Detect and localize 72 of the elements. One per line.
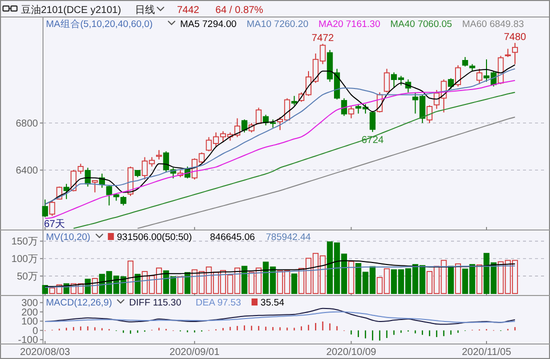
y-tick-label: 100 [21, 316, 38, 328]
candlestick [256, 107, 262, 125]
bar [241, 266, 248, 294]
legend-title: MACD(12,26,9) [46, 298, 112, 308]
annotation: 67天 [44, 219, 66, 230]
legend-label: 35.54 [260, 298, 284, 308]
bar [448, 266, 454, 294]
candlestick [106, 184, 112, 206]
candlestick [426, 104, 432, 124]
candlestick [462, 56, 468, 67]
y-tick-label: 6400 [16, 166, 38, 177]
chart-title: 豆油2101(DCE y2101) [21, 4, 122, 16]
y-tick-label: 100万 [11, 254, 38, 266]
chart-subtitle: 日线 [135, 4, 155, 16]
y-tick-label: -100 [18, 335, 38, 346]
bar [348, 260, 354, 294]
candlestick [92, 180, 98, 193]
bar [476, 264, 482, 294]
legend-title: MA组合(5,10,20,40,60,0) [46, 18, 153, 30]
text: MA40 7060.05 [390, 19, 452, 30]
text: 7442 [177, 5, 200, 16]
candlestick [63, 183, 70, 200]
line-series [73, 92, 516, 229]
text: MA10 7260.20 [246, 19, 308, 30]
candlestick [448, 78, 454, 90]
y-tick-label: 6800 [16, 118, 38, 130]
text: MA20 7161.30 [318, 19, 380, 30]
series-label: DEA 97.53 [196, 298, 242, 308]
line-series [44, 311, 516, 323]
x-tick-label: 2020/11/05 [462, 347, 512, 358]
bar [455, 263, 461, 294]
candlestick [348, 106, 354, 119]
y-tick-label: 0 [32, 326, 38, 337]
y-tick-label: 200 [21, 307, 38, 318]
line-series [44, 265, 516, 288]
bar [291, 274, 298, 294]
candlestick [341, 98, 348, 116]
series-label: DIFF 115.30 [129, 298, 182, 308]
candlestick [49, 200, 56, 216]
bar [184, 272, 190, 294]
candlestick [476, 68, 482, 85]
candlestick [156, 150, 162, 160]
candlestick [455, 64, 461, 87]
text: 846645.06 [210, 232, 255, 243]
text: MA60 6849.83 [462, 19, 524, 30]
bar [177, 276, 184, 294]
line-series [44, 260, 516, 288]
line-series [44, 80, 516, 219]
bar [128, 260, 134, 294]
x-tick-label: 2020/08/03 [20, 347, 71, 358]
annotation: 7472 [312, 32, 334, 44]
candlestick [512, 42, 518, 65]
legend-title: MV(10,20) [46, 232, 90, 243]
x-tick-label: 2020/09/01 [170, 347, 220, 358]
annotation: 7480 [504, 32, 527, 43]
text: 785942.44 [266, 232, 311, 243]
candlestick [291, 95, 298, 106]
bar [42, 285, 48, 294]
legend-label: 931506.00(50:50) [116, 232, 192, 243]
candlestick [241, 118, 248, 133]
y-tick-label: 300 [21, 298, 38, 310]
x-tick-label: 2020/10/09 [326, 347, 377, 358]
y-tick-label: 150万 [11, 236, 38, 248]
candlestick [384, 68, 390, 93]
text: 64 / 0.87% [215, 5, 264, 16]
line-series [137, 116, 516, 229]
candlestick [370, 110, 376, 132]
candlestick [120, 196, 126, 206]
y-tick-label: 50万 [16, 272, 38, 283]
candlestick [42, 199, 48, 218]
annotation: 6724 [361, 134, 384, 146]
text: MA5 7294.00 [180, 19, 237, 30]
